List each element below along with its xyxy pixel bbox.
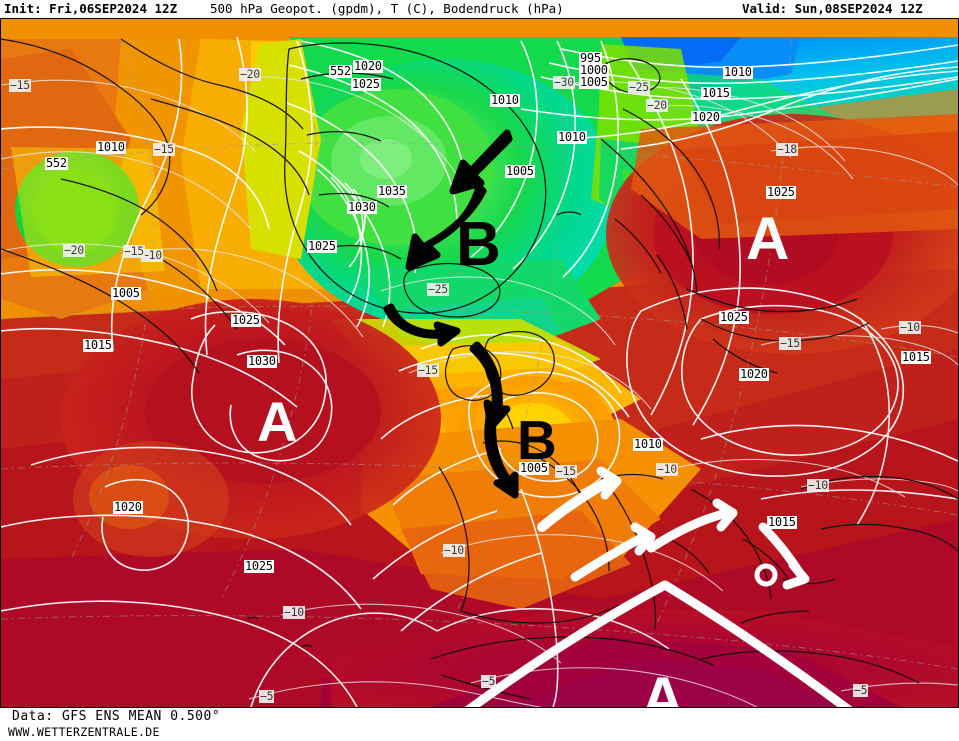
header-valid-time: Valid: Sun,08SEP2024 12Z <box>742 1 923 16</box>
map-field-svg <box>1 19 958 707</box>
temperature-label-12: −25 <box>628 80 650 94</box>
isobar-label-17: 1000 <box>579 63 609 77</box>
temperature-label-6: −10 <box>283 605 305 619</box>
isobar-label-4: 1030 <box>247 354 277 368</box>
temperature-label-14: −18 <box>776 142 798 156</box>
isobar-label-16: 995 <box>579 51 602 65</box>
isobar-label-15: 1010 <box>557 130 587 144</box>
isobar-label-19: 1010 <box>723 65 753 79</box>
isobar-label-10: 1025 <box>307 239 337 253</box>
map-footer: Data: GFS ENS MEAN 0.500° WWW.WETTERZENT… <box>0 708 959 741</box>
temperature-label-8: −15 <box>417 363 439 377</box>
isobar-label-12: 1030 <box>347 200 377 214</box>
isobar-label-27: 1015 <box>767 515 797 529</box>
temperature-label-5: −15 <box>123 244 145 258</box>
data-source-label: Data: GFS ENS MEAN 0.500° <box>12 709 221 724</box>
isobar-label-13: 1010 <box>490 93 520 107</box>
temperature-label-18: −10 <box>656 462 678 476</box>
isobar-label-0: 1010 <box>96 140 126 154</box>
isobar-label-25: 1010 <box>633 437 663 451</box>
temperature-label-3: −15 <box>153 142 175 156</box>
isobar-label-21: 1020 <box>691 110 721 124</box>
geopotential-label-0: 552 <box>45 156 68 170</box>
isobar-label-5: 1020 <box>113 500 143 514</box>
isobar-label-22: 1025 <box>766 185 796 199</box>
isobar-label-1: 1005 <box>111 286 141 300</box>
temperature-label-4: −20 <box>239 67 261 81</box>
temperature-label-1: −20 <box>63 243 85 257</box>
isobar-label-3: 1025 <box>231 313 261 327</box>
isobar-label-8: 1020 <box>353 59 383 73</box>
website-url-label: WWW.WETTERZENTRALE.DE <box>8 725 160 739</box>
isobar-label-6: 1025 <box>244 559 274 573</box>
isobar-label-14: 1005 <box>505 164 535 178</box>
header-init-time: Init: Fri,06SEP2024 12Z <box>4 1 178 16</box>
low-marker-uk: B <box>517 409 557 471</box>
temperature-label-20: −5 <box>481 674 497 688</box>
high-marker-azores: A <box>257 390 298 453</box>
isobar-label-20: 1015 <box>701 86 731 100</box>
isobar-label-9: 1025 <box>351 77 381 91</box>
low-marker-iceland: B <box>456 210 501 279</box>
temperature-label-21: −5 <box>853 683 869 697</box>
map-raster: 1010 1005 1015 1025 1030 1020 1025 1020 1020 1025… <box>1 19 958 707</box>
high-marker-east-europe: A <box>746 205 790 272</box>
temperature-label-19: −10 <box>807 478 829 492</box>
temperature-label-11: −30 <box>553 75 575 89</box>
isobar-label-26: 1005 <box>519 461 549 475</box>
isobar-label-2: 1015 <box>83 338 113 352</box>
isobar-label-23: 1025 <box>719 310 749 324</box>
isobar-label-18: 1005 <box>579 75 609 89</box>
isobar-label-24: 1020 <box>739 367 769 381</box>
map-header: Init: Fri,06SEP2024 12Z 500 hPa Geopot. … <box>0 0 959 18</box>
temperature-label-7: −5 <box>259 689 275 703</box>
temperature-label-10: −25 <box>427 282 449 296</box>
temperature-label-15: −15 <box>779 336 801 350</box>
geopotential-label-1: 552 <box>329 64 352 78</box>
temperature-label-9: −10 <box>443 543 465 557</box>
temperature-label-0: −15 <box>9 78 31 92</box>
isobar-label-28: 1015 <box>901 350 931 364</box>
temperature-label-2: −10 <box>141 248 163 262</box>
weather-map-canvas[interactable]: 1010 1005 1015 1025 1030 1020 1025 1020 1020 1025… <box>0 18 959 708</box>
temperature-label-13: −20 <box>646 98 668 112</box>
header-title: 500 hPa Geopot. (gpdm), T (C), Bodendruc… <box>210 1 564 16</box>
isobar-label-11: 1035 <box>377 184 407 198</box>
high-marker-africa: A <box>641 665 685 708</box>
temperature-label-17: −15 <box>555 464 577 478</box>
temperature-label-16: −10 <box>899 320 921 334</box>
